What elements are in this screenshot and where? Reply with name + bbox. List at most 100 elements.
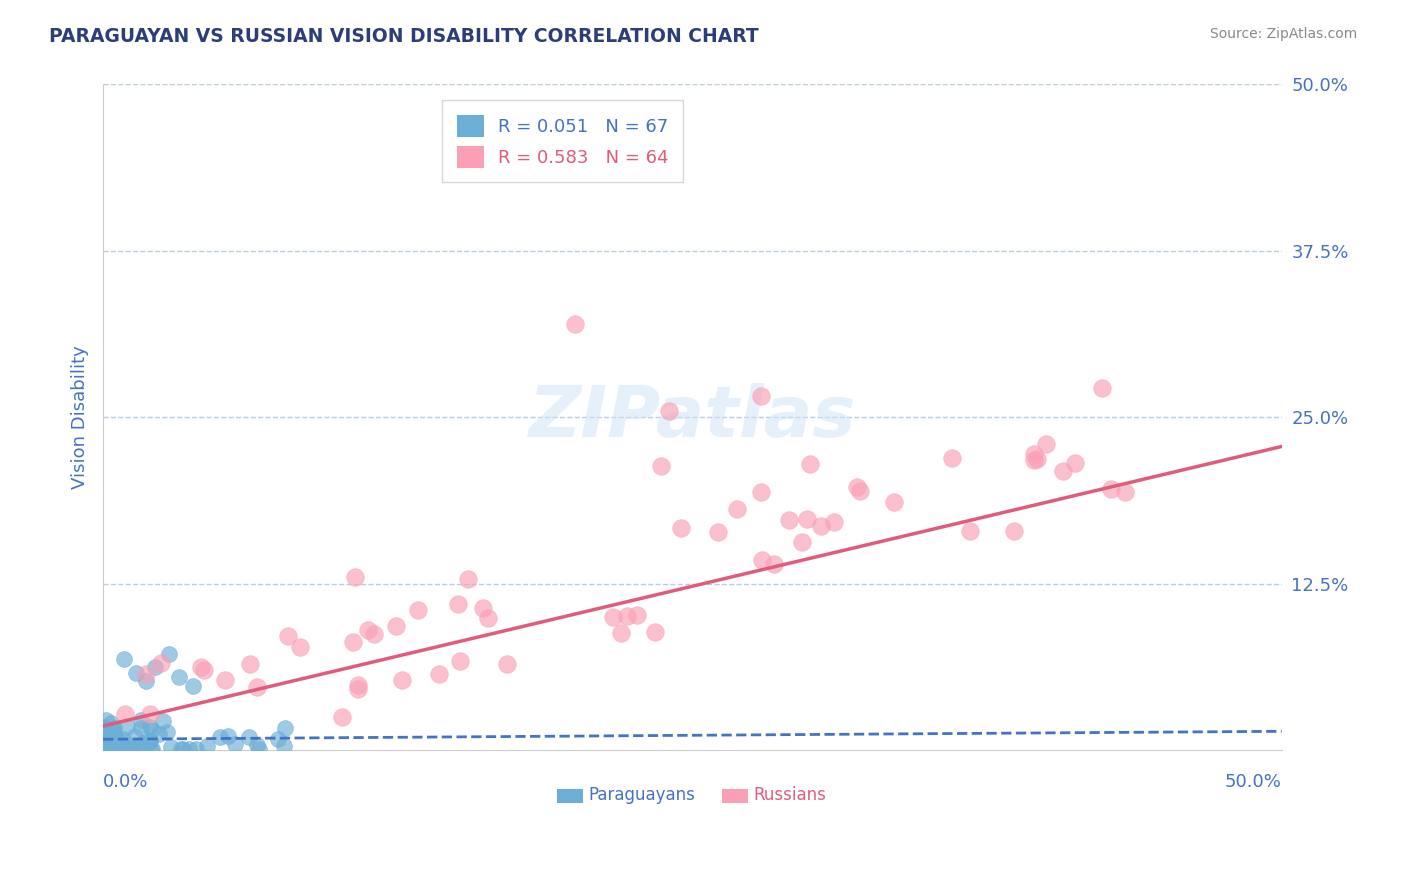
Point (214, 673, 236, 687)
Point (111, 739, 134, 754)
Point (650, 459, 672, 474)
Point (1099, 482, 1122, 496)
Point (363, 626, 385, 640)
Point (273, 739, 295, 753)
Point (110, 741, 132, 756)
Point (156, 725, 179, 739)
Point (290, 640, 312, 655)
Point (98, 741, 121, 756)
Point (172, 741, 194, 756)
Point (111, 737, 134, 751)
Point (184, 741, 207, 756)
Point (177, 741, 200, 756)
Point (131, 736, 153, 750)
Point (725, 502, 748, 516)
Point (134, 741, 156, 756)
Point (96, 729, 118, 743)
Point (135, 667, 157, 681)
Point (427, 667, 450, 681)
Point (103, 729, 125, 743)
Point (277, 628, 299, 642)
Point (96, 732, 118, 747)
Point (342, 635, 364, 649)
Y-axis label: Vision Disability: Vision Disability (72, 345, 89, 489)
Point (169, 741, 191, 756)
Point (129, 721, 152, 735)
Point (1090, 382, 1112, 396)
Text: 0.0%: 0.0% (103, 772, 149, 790)
Point (644, 624, 666, 639)
Point (848, 484, 870, 499)
Point (103, 739, 125, 754)
Text: ZIPatlas: ZIPatlas (529, 383, 856, 451)
Point (160, 739, 183, 754)
Point (104, 729, 127, 743)
Point (139, 720, 162, 734)
Point (197, 739, 219, 753)
Text: PARAGUAYAN VS RUSSIAN VISION DISABILITY CORRELATION CHART: PARAGUAYAN VS RUSSIAN VISION DISABILITY … (49, 27, 759, 45)
Point (823, 515, 845, 529)
Point (610, 625, 633, 640)
Point (101, 723, 124, 737)
Point (384, 619, 406, 633)
Point (101, 741, 124, 756)
Point (408, 603, 430, 617)
Point (103, 721, 125, 735)
Point (883, 495, 905, 509)
Bar (557, 789, 583, 803)
Point (778, 513, 800, 527)
Point (110, 734, 132, 748)
Point (1035, 437, 1057, 451)
Point (208, 730, 231, 744)
Point (139, 741, 162, 756)
Point (190, 660, 212, 674)
Text: 50.0%: 50.0% (1225, 772, 1282, 790)
Point (94, 722, 117, 736)
Point (112, 741, 135, 756)
Point (330, 709, 353, 723)
Point (790, 535, 813, 549)
Point (97, 741, 120, 756)
Point (941, 450, 963, 465)
Point (267, 732, 290, 747)
Point (124, 729, 146, 743)
Point (391, 673, 413, 687)
Point (799, 457, 821, 471)
Point (193, 664, 215, 678)
Text: Source: ZipAtlas.com: Source: ZipAtlas.com (1209, 27, 1357, 41)
Point (139, 706, 162, 721)
Point (751, 388, 773, 402)
Point (477, 611, 499, 625)
Point (357, 624, 380, 638)
Point (274, 721, 297, 735)
Point (143, 660, 166, 674)
Point (959, 524, 981, 538)
Point (94, 720, 117, 734)
Point (114, 706, 136, 721)
Point (762, 557, 785, 571)
Point (751, 553, 773, 567)
Point (669, 521, 692, 535)
Point (239, 657, 262, 671)
Point (115, 720, 138, 734)
Point (94, 713, 117, 727)
Point (152, 714, 174, 728)
Point (94, 738, 117, 752)
Bar (721, 789, 748, 803)
Point (1026, 451, 1049, 466)
Point (104, 738, 127, 752)
Point (496, 657, 519, 671)
Point (167, 670, 190, 684)
Point (238, 730, 260, 744)
Point (107, 740, 129, 755)
Point (157, 647, 180, 661)
Point (346, 682, 368, 697)
Point (129, 713, 152, 727)
Point (135, 673, 157, 688)
Point (796, 512, 818, 526)
Point (97, 729, 120, 743)
Point (141, 723, 163, 737)
Point (112, 652, 135, 666)
Point (707, 524, 730, 539)
Point (101, 729, 124, 743)
